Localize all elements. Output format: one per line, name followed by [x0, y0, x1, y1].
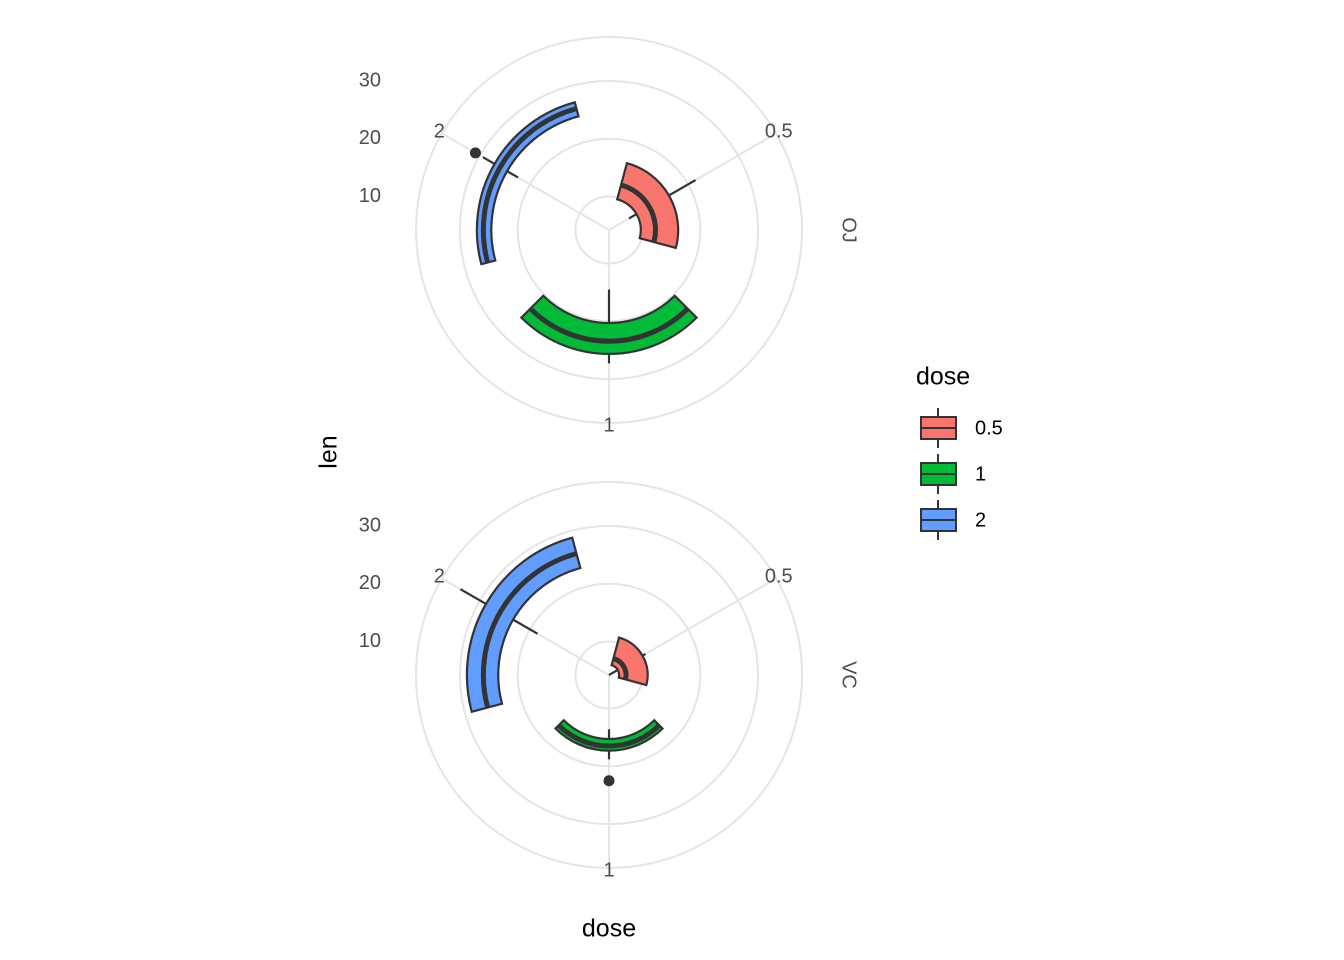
facet-label: OJ	[838, 217, 860, 243]
x-axis-title: dose	[582, 915, 636, 943]
median	[480, 106, 578, 264]
y-axis-title: len	[315, 435, 343, 468]
y-tick-label: 30	[359, 514, 381, 536]
median	[556, 723, 662, 749]
median	[612, 656, 629, 681]
y-tick-label: 10	[359, 185, 381, 207]
whisker	[668, 179, 697, 197]
theta-tick-label: 1	[603, 414, 614, 436]
facet-label: VC	[838, 661, 860, 689]
theta-tick-label: 0.5	[765, 565, 793, 587]
median	[480, 551, 578, 709]
median	[528, 306, 690, 344]
theta-grid-line	[441, 132, 610, 231]
legend-title: dose	[916, 363, 970, 391]
theta-tick-label: 2	[434, 565, 445, 587]
whisker	[482, 156, 496, 165]
outlier	[603, 775, 615, 787]
y-tick-label: 10	[359, 630, 381, 652]
theta-tick-label: 1	[603, 859, 614, 881]
whisker	[512, 618, 539, 635]
whisker	[506, 170, 519, 179]
box	[465, 536, 582, 714]
box	[519, 294, 699, 355]
y-tick-label: 20	[359, 572, 381, 594]
legend-label: 0.5	[975, 417, 1003, 439]
whisker	[628, 213, 638, 220]
theta-tick-label: 0.5	[765, 120, 793, 142]
theta-tick-label: 2	[434, 120, 445, 142]
whisker	[608, 668, 619, 676]
legend-label: 1	[975, 463, 986, 485]
median	[620, 182, 658, 243]
legend-label: 2	[975, 509, 986, 531]
y-tick-label: 30	[359, 69, 381, 91]
whisker	[459, 588, 487, 605]
box	[610, 636, 649, 687]
outlier	[469, 147, 481, 159]
y-tick-label: 20	[359, 127, 381, 149]
